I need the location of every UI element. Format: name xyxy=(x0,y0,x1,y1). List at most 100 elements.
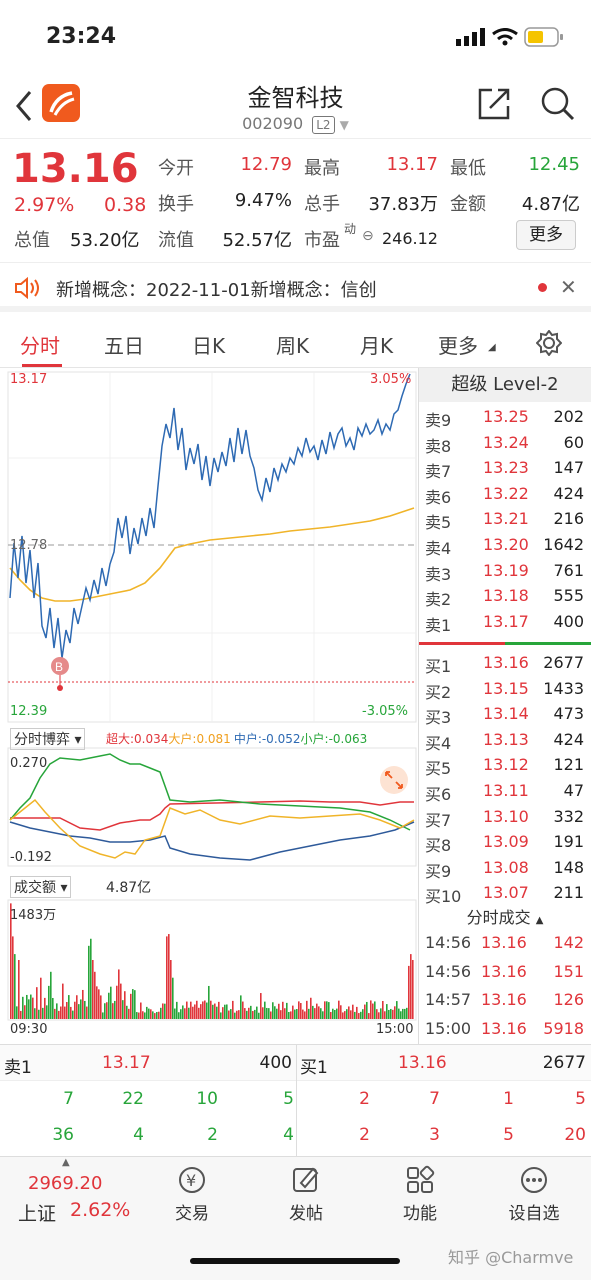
share-icon[interactable] xyxy=(476,86,512,122)
asks-row[interactable]: 卖3 13.19 761 xyxy=(419,558,591,584)
bids-row[interactable]: 买3 13.14 473 xyxy=(419,701,591,727)
tab-weekly[interactable]: 周K xyxy=(276,334,310,358)
home-indicator[interactable] xyxy=(190,1258,400,1264)
volume-bar xyxy=(76,995,78,1019)
sell-queue-order: 4 xyxy=(133,1125,144,1145)
buy-queue-order: 5 xyxy=(575,1089,586,1109)
bids-row[interactable]: 买7 13.10 332 xyxy=(419,804,591,830)
stock-code: 002090 xyxy=(242,114,304,133)
stock-code-row[interactable]: 002090 L2 ▼ xyxy=(0,114,591,134)
volume-bar xyxy=(252,1011,254,1019)
volume-bar xyxy=(174,1008,176,1019)
bids-row[interactable]: 买1 13.16 2677 xyxy=(419,650,591,676)
asks-row[interactable]: 卖7 13.23 147 xyxy=(419,455,591,481)
volume-bar xyxy=(254,1009,256,1019)
volume-bar xyxy=(16,1006,18,1019)
asks-row[interactable]: 卖2 13.18 555 xyxy=(419,583,591,609)
time-end-label: 15:00 xyxy=(376,1022,414,1037)
active-tab-indicator xyxy=(22,364,62,367)
search-icon[interactable] xyxy=(540,86,576,122)
asks-level-label: 卖6 xyxy=(425,487,452,507)
settings-icon[interactable] xyxy=(536,330,562,356)
bids-row[interactable]: 买4 13.13 424 xyxy=(419,727,591,753)
tab-monthly[interactable]: 月K xyxy=(360,334,394,358)
ticks-title-row[interactable]: 分时成交 ▲ xyxy=(466,908,544,927)
bids-volume: 1433 xyxy=(543,678,584,698)
volume-bar xyxy=(384,1011,386,1019)
tick-time: 14:56 xyxy=(425,933,472,952)
volume-bar xyxy=(178,1012,180,1019)
sell1-price: 13.17 xyxy=(102,1053,151,1073)
index-ticker[interactable]: ▲ 2969.20 上证 2.62% xyxy=(18,1157,131,1225)
volume-bar xyxy=(72,1010,74,1019)
asks-level-label: 卖1 xyxy=(425,615,452,635)
quote-panel: 13.16 2.97% 0.38 总值 53.20亿 今开 12.79 最高 1… xyxy=(0,142,591,254)
volume-bar xyxy=(142,1011,144,1019)
nav-functions[interactable]: 功能 xyxy=(380,1165,460,1224)
volume-bar xyxy=(342,1012,344,1019)
bids-volume: 191 xyxy=(553,832,584,852)
sell1-vol: 400 xyxy=(259,1053,292,1073)
volume-bar xyxy=(74,1001,76,1019)
volume-bar xyxy=(402,1008,404,1019)
nav-trade-label: 交易 xyxy=(175,1204,209,1224)
tab-intraday[interactable]: 分时 xyxy=(20,334,60,358)
stock-header: 金智科技 002090 L2 ▼ xyxy=(0,74,591,138)
asks-price: 13.22 xyxy=(483,483,529,503)
nav-trade[interactable]: ¥ 交易 xyxy=(152,1165,232,1224)
volume-bar xyxy=(112,1003,114,1019)
volume-bar xyxy=(334,1009,336,1019)
volume-bar xyxy=(288,1012,290,1019)
volume-bar xyxy=(102,1012,104,1019)
volume-bar xyxy=(134,990,136,1019)
volume-bar xyxy=(272,1002,274,1019)
nav-watchlist[interactable]: 设自选 xyxy=(494,1165,574,1224)
more-button[interactable]: 更多 xyxy=(516,220,576,250)
asks-row[interactable]: 卖1 13.17 400 xyxy=(419,609,591,635)
bids-row[interactable]: 买2 13.15 1433 xyxy=(419,676,591,702)
index-value: 2969.20 xyxy=(28,1173,103,1194)
info-icon[interactable]: ⊖ xyxy=(362,228,374,244)
nav-post[interactable]: 发帖 xyxy=(266,1165,346,1224)
bids-row[interactable]: 买9 13.08 148 xyxy=(419,855,591,881)
asks-row[interactable]: 卖4 13.20 1642 xyxy=(419,532,591,558)
bids-row[interactable]: 买8 13.09 191 xyxy=(419,829,591,855)
tab-5day[interactable]: 五日 xyxy=(104,334,144,358)
amount-label: 金额 xyxy=(450,194,486,215)
volume-bar xyxy=(98,989,100,1019)
volume-bar xyxy=(398,1008,400,1019)
volume-bar xyxy=(376,1009,378,1019)
bids-row[interactable]: 买6 13.11 47 xyxy=(419,778,591,804)
amount-value: 4.87亿 xyxy=(521,194,580,215)
bids-level-label: 买3 xyxy=(425,708,452,728)
bottom-pct-label: -3.05% xyxy=(362,704,408,719)
volume-bar xyxy=(10,903,12,1019)
volume-bar xyxy=(190,1001,192,1019)
orderbook-title[interactable]: 超级 Level-2 xyxy=(419,368,591,402)
tab-daily[interactable]: 日K xyxy=(192,334,226,358)
volume-bar xyxy=(390,1008,392,1019)
mktcap-value: 53.20亿 xyxy=(70,230,140,251)
sell1-label: 卖1 xyxy=(4,1058,32,1078)
concept-notice[interactable]: 新增概念：2022-11-01新增概念：信创 ✕ xyxy=(0,262,591,312)
intraday-chart-area[interactable]: B 13.17 3.05% 12.78 12.39 -3.05% 分时博弈 ▾ … xyxy=(0,368,418,1044)
dropdown-icon[interactable]: ▼ xyxy=(339,118,349,132)
close-icon[interactable]: ✕ xyxy=(560,275,577,299)
asks-row[interactable]: 卖8 13.24 60 xyxy=(419,430,591,456)
game-selector[interactable]: 分时博弈 ▾ xyxy=(10,728,86,750)
back-icon[interactable] xyxy=(14,90,34,122)
bids-row[interactable]: 买10 13.07 211 xyxy=(419,880,591,906)
bids-row[interactable]: 买5 13.12 121 xyxy=(419,752,591,778)
bids-volume: 121 xyxy=(553,755,584,775)
tick-row: 14:57 13.16 126 xyxy=(419,987,591,1013)
edit-icon xyxy=(293,1167,319,1192)
asks-volume: 555 xyxy=(553,586,584,606)
volume-selector[interactable]: 成交额 ▾ xyxy=(10,876,72,898)
super-flow-line xyxy=(10,800,414,831)
volume-label: 总手 xyxy=(304,194,340,215)
volume-bar xyxy=(176,1001,178,1019)
asks-row[interactable]: 卖5 13.21 216 xyxy=(419,506,591,532)
asks-row[interactable]: 卖6 13.22 424 xyxy=(419,481,591,507)
asks-row[interactable]: 卖9 13.25 202 xyxy=(419,404,591,430)
tab-more[interactable]: 更多 xyxy=(438,334,478,358)
